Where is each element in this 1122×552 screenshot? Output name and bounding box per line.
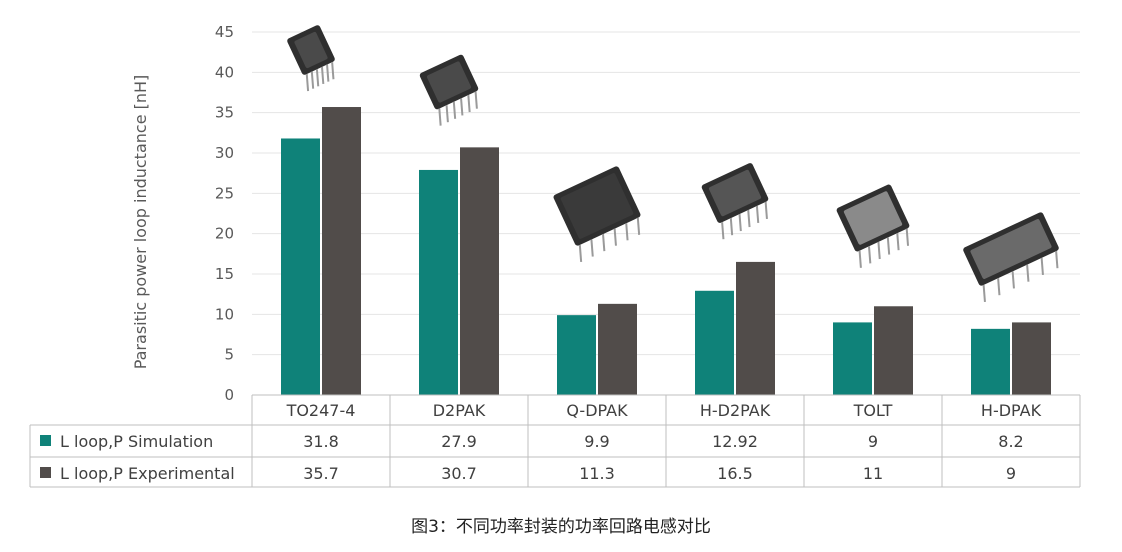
bar-simulation bbox=[833, 322, 872, 395]
legend-label: L loop,P Experimental bbox=[60, 464, 235, 483]
y-tick-label: 5 bbox=[224, 346, 234, 364]
y-tick-label: 35 bbox=[215, 104, 234, 122]
package-image bbox=[287, 25, 335, 92]
data-label: 12.92 bbox=[712, 432, 758, 451]
data-label: 31.8 bbox=[303, 432, 339, 451]
bar-simulation bbox=[695, 290, 734, 395]
category-label: D2PAK bbox=[433, 401, 486, 420]
data-label: 35.7 bbox=[303, 464, 339, 483]
category-label: TOLT bbox=[853, 401, 893, 420]
data-label: 11 bbox=[863, 464, 883, 483]
legend-swatch bbox=[40, 467, 51, 478]
bar-simulation bbox=[971, 328, 1010, 395]
package-image bbox=[419, 54, 479, 126]
y-tick-label: 30 bbox=[215, 144, 234, 162]
category-label: H-D2PAK bbox=[700, 401, 771, 420]
package-image bbox=[701, 163, 769, 240]
bar-experimental bbox=[322, 107, 361, 396]
data-label: 8.2 bbox=[998, 432, 1023, 451]
category-label: TO247-4 bbox=[286, 401, 356, 420]
data-label: 9 bbox=[868, 432, 878, 451]
package-image bbox=[553, 166, 641, 263]
y-tick-label: 15 bbox=[215, 265, 234, 283]
bar-simulation bbox=[281, 138, 320, 396]
package-image bbox=[836, 184, 910, 268]
bar-experimental bbox=[736, 261, 775, 395]
y-tick-label: 20 bbox=[215, 225, 234, 243]
y-tick-label: 40 bbox=[215, 63, 234, 81]
figure-caption: 图3：不同功率封装的功率回路电感对比 bbox=[411, 517, 711, 537]
package-image bbox=[963, 212, 1059, 303]
data-label: 11.3 bbox=[579, 464, 615, 483]
y-tick-label: 45 bbox=[215, 23, 234, 41]
category-label: Q-DPAK bbox=[566, 401, 628, 420]
bar-simulation bbox=[557, 315, 596, 395]
bar-experimental bbox=[1012, 322, 1051, 395]
bar-experimental bbox=[874, 306, 913, 395]
bar-simulation bbox=[419, 169, 458, 395]
y-axis-label: Parasitic power loop inductance [nH] bbox=[131, 75, 150, 370]
y-tick-label: 0 bbox=[224, 386, 234, 404]
legend-label: L loop,P Simulation bbox=[60, 432, 213, 451]
legend-swatch bbox=[40, 435, 51, 446]
data-label: 16.5 bbox=[717, 464, 753, 483]
bar-experimental bbox=[598, 303, 637, 395]
data-label: 27.9 bbox=[441, 432, 477, 451]
data-label: 9 bbox=[1006, 464, 1016, 483]
data-label: 9.9 bbox=[584, 432, 609, 451]
bar-chart: Parasitic power loop inductance [nH] 0 5 1… bbox=[29, 23, 1081, 488]
data-label: 30.7 bbox=[441, 464, 477, 483]
category-label: H-DPAK bbox=[981, 401, 1042, 420]
bar-experimental bbox=[460, 147, 499, 395]
y-tick-label: 10 bbox=[215, 305, 234, 323]
y-tick-label: 25 bbox=[215, 184, 234, 202]
